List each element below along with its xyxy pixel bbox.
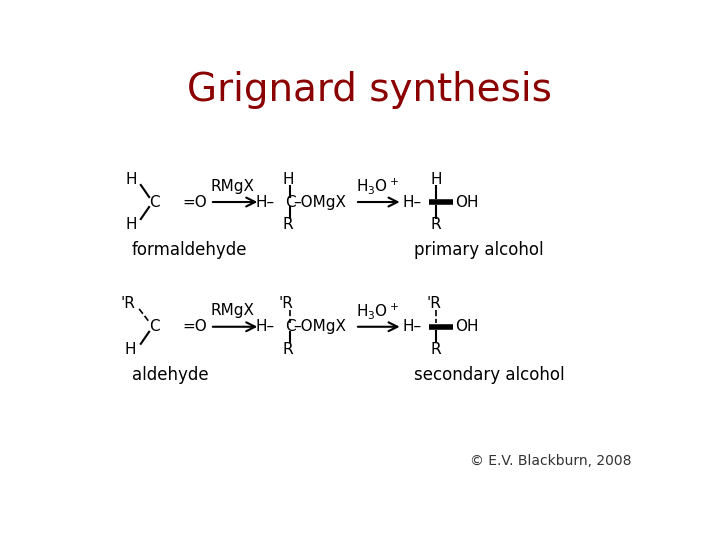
Text: H: H (282, 172, 294, 187)
Text: C: C (149, 194, 160, 210)
Text: H: H (126, 172, 138, 187)
Text: aldehyde: aldehyde (132, 366, 209, 383)
Text: H–: H– (403, 194, 422, 210)
Text: H–: H– (255, 194, 274, 210)
Text: C: C (286, 194, 296, 210)
Text: 'R: 'R (121, 296, 136, 312)
Text: C: C (286, 319, 296, 334)
Text: secondary alcohol: secondary alcohol (413, 366, 564, 383)
Text: H: H (126, 218, 138, 232)
Text: H$_3$O$^+$: H$_3$O$^+$ (356, 301, 399, 321)
Text: H: H (125, 342, 136, 357)
Text: RMgX: RMgX (210, 303, 254, 319)
Text: primary alcohol: primary alcohol (413, 241, 544, 259)
Text: 'R: 'R (427, 296, 442, 312)
Text: H–: H– (403, 319, 422, 334)
Text: Grignard synthesis: Grignard synthesis (186, 71, 552, 109)
Text: R: R (283, 218, 294, 232)
Text: 'R: 'R (279, 296, 294, 312)
Text: OH: OH (455, 194, 478, 210)
Text: –OMgX: –OMgX (294, 319, 346, 334)
Text: © E.V. Blackburn, 2008: © E.V. Blackburn, 2008 (469, 454, 631, 468)
Text: –OMgX: –OMgX (294, 194, 346, 210)
Text: OH: OH (455, 319, 478, 334)
Text: H$_3$O$^+$: H$_3$O$^+$ (356, 176, 399, 196)
Text: H: H (431, 172, 441, 187)
Text: formaldehyde: formaldehyde (132, 241, 248, 259)
Text: R: R (283, 342, 294, 357)
Text: RMgX: RMgX (210, 179, 254, 194)
Text: H–: H– (255, 319, 274, 334)
Text: C: C (149, 319, 160, 334)
Text: =O: =O (182, 319, 207, 334)
Text: R: R (431, 342, 441, 357)
Text: R: R (431, 218, 441, 232)
Text: =O: =O (182, 194, 207, 210)
